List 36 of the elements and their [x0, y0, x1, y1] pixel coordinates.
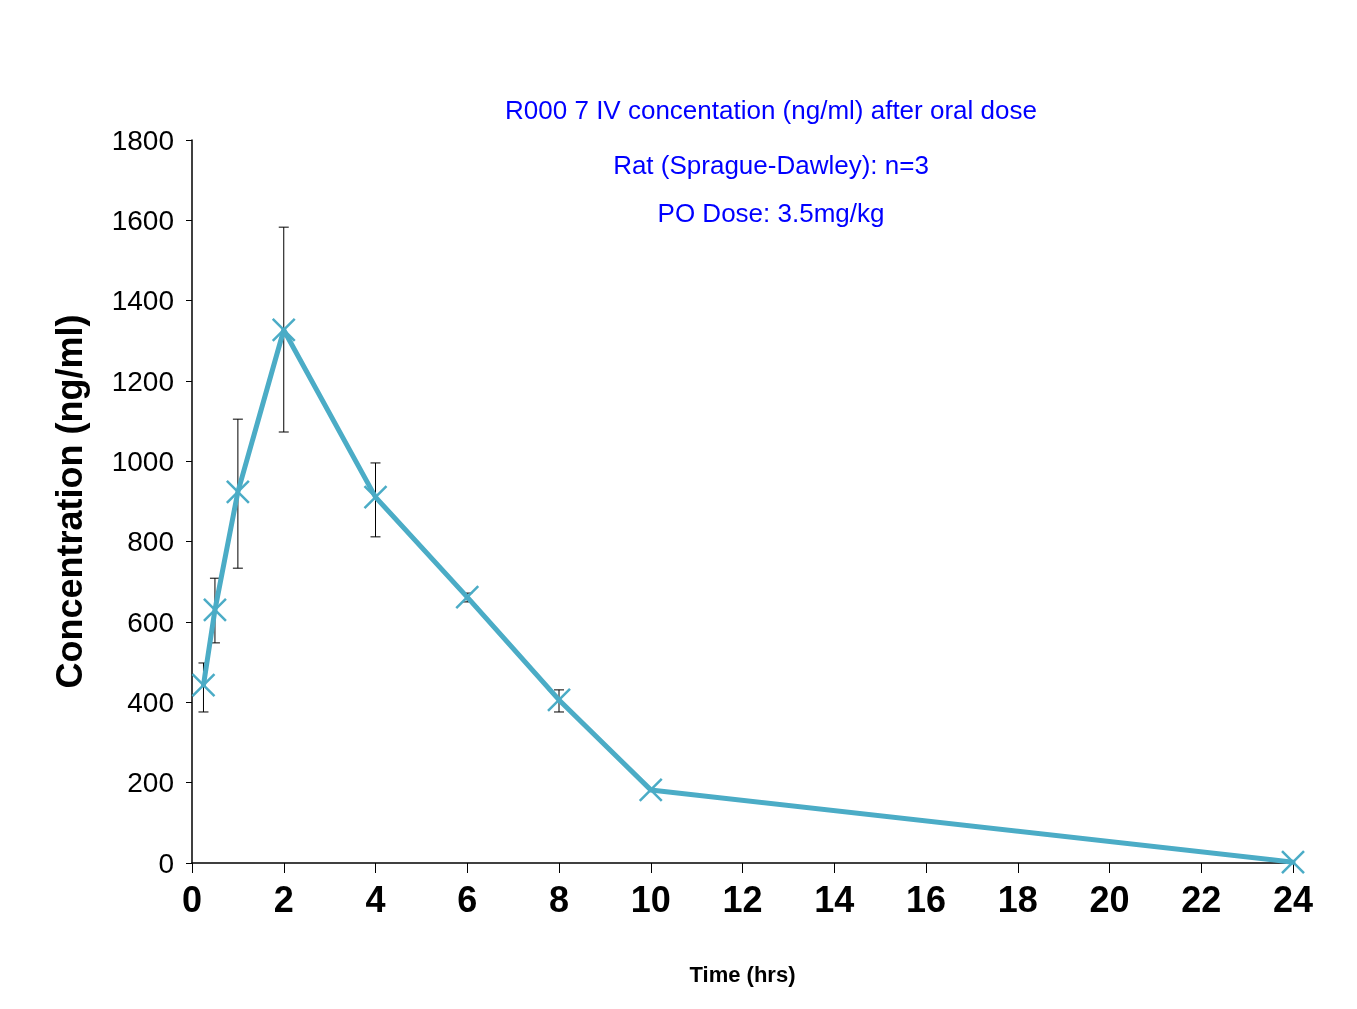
- point: [271, 317, 296, 343]
- x-tick-label: 12: [722, 878, 763, 920]
- point: [225, 479, 251, 505]
- point: [455, 584, 480, 610]
- x-tick-label: 14: [814, 878, 855, 920]
- x-tick-label: 10: [630, 878, 671, 920]
- point: [546, 687, 572, 713]
- chart-title: R000 7 IV concentation (ng/ml) after oral dose: [505, 95, 1037, 125]
- y-tick-label: 200: [127, 767, 174, 799]
- x-tick-label: 16: [905, 878, 947, 920]
- point: [638, 777, 663, 803]
- y-tick-label: 1800: [111, 124, 174, 156]
- y-tick-label: 1600: [111, 204, 174, 236]
- text: Rat (Sprague-Dawley): n=3 PO Dose: 3.5mg/kg: [613, 150, 929, 228]
- y-axis-title: Concentration (ng/ml): [48, 314, 90, 689]
- point: [1280, 849, 1306, 875]
- x-axis-title: Time (hrs): [689, 961, 796, 987]
- x-tick-label: 18: [997, 878, 1038, 920]
- x-tick-label: 24: [1272, 878, 1314, 920]
- y-tick-label: 1200: [111, 365, 174, 397]
- point: [191, 672, 216, 698]
- x-tick-label: 20: [1089, 878, 1130, 920]
- point: [363, 484, 388, 510]
- y-tick-label: 600: [127, 606, 174, 638]
- x-tick-label: 0: [181, 878, 203, 920]
- x-tick-label: 8: [548, 878, 570, 920]
- y-tick-label: 0: [158, 847, 174, 879]
- y-tick-label: 400: [127, 686, 174, 718]
- x-tick-label: 2: [273, 878, 294, 920]
- point: [202, 597, 228, 623]
- x-tick-label: 6: [457, 878, 478, 920]
- y-tick-label: 1000: [111, 445, 174, 477]
- y-tick-label: 800: [127, 526, 174, 558]
- x-tick-label: 22: [1181, 878, 1222, 920]
- y-tick-label: 1400: [111, 285, 174, 317]
- x-tick-label: 4: [365, 878, 386, 920]
